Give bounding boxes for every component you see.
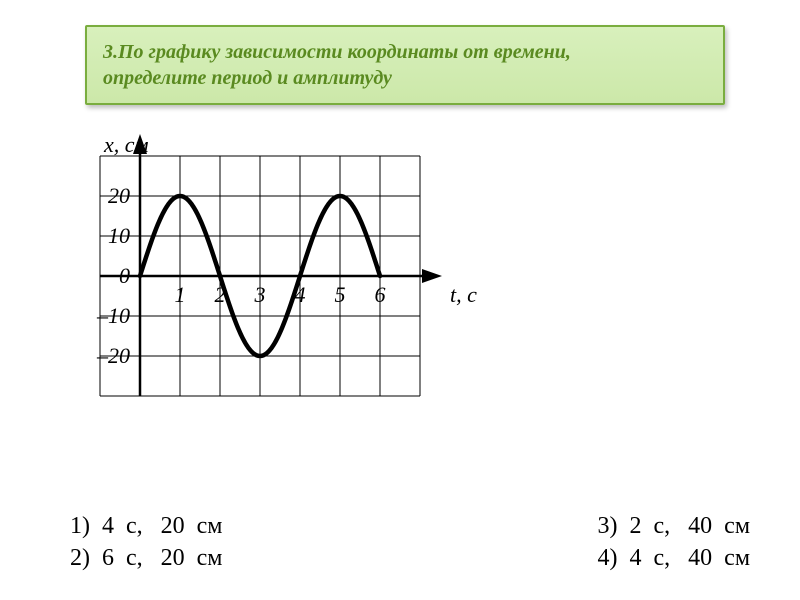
question-header: 3.По графику зависимости координаты от в… [85,25,725,105]
answer-options: 1) 4 с, 20 см 2) 6 с, 20 см 3) 2 с, 40 с… [70,510,750,575]
question-line2: определите период и амплитуду [103,67,392,89]
question-line1: 3.По графику зависимости координаты от в… [103,41,571,63]
svg-text:x, см: x, см [103,132,149,157]
answers-col-left: 1) 4 с, 20 см 2) 6 с, 20 см [70,510,222,575]
svg-text:5: 5 [335,282,346,307]
svg-text:6: 6 [375,282,386,307]
svg-text:–10: –10 [96,303,130,328]
svg-text:20: 20 [108,183,130,208]
chart-container: 20100–10–20123456x, смt, с [40,106,600,486]
answers-col-right: 3) 2 с, 40 см 4) 4 с, 40 см [598,510,750,575]
svg-text:3: 3 [254,282,266,307]
svg-text:0: 0 [119,263,130,288]
question-text: 3.По графику зависимости координаты от в… [103,39,707,91]
svg-text:–20: –20 [96,343,130,368]
svg-text:t, с: t, с [450,282,477,307]
svg-text:10: 10 [108,223,130,248]
oscillation-chart: 20100–10–20123456x, смt, с [40,106,600,486]
svg-text:1: 1 [175,282,186,307]
